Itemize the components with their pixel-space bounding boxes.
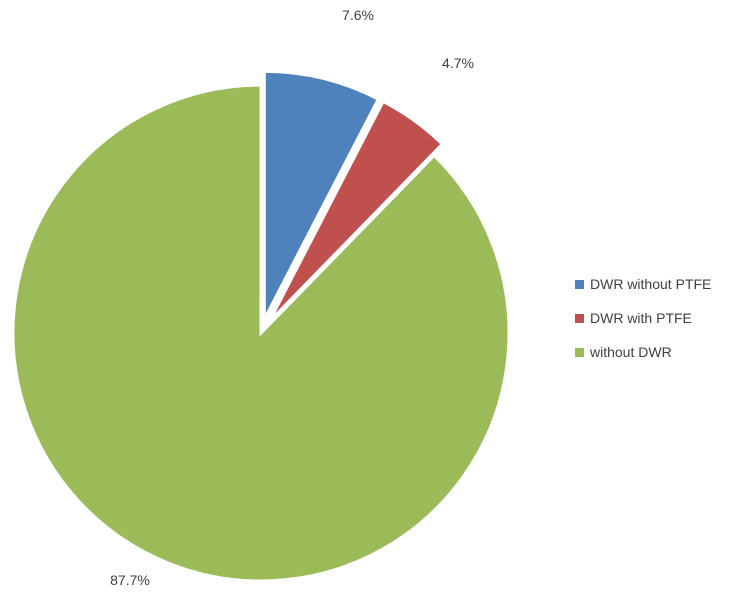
legend-swatch-dwr-without-ptfe bbox=[575, 279, 584, 289]
data-labels: 7.6% 4.7% 87.7% bbox=[110, 7, 474, 588]
legend-swatch-without-dwr bbox=[575, 347, 584, 357]
legend-label-without-dwr: without DWR bbox=[590, 344, 672, 360]
data-label-dwr-with-ptfe: 4.7% bbox=[442, 55, 474, 71]
legend-label-dwr-with-ptfe: DWR with PTFE bbox=[590, 310, 692, 326]
slice-dwr-without-ptfe[interactable] bbox=[262, 69, 381, 321]
data-label-without-dwr: 87.7% bbox=[110, 572, 150, 588]
slice-dwr-with-ptfe[interactable] bbox=[267, 99, 445, 323]
legend: DWR without PTFE DWR with PTFE without D… bbox=[575, 275, 711, 377]
legend-swatch-dwr-with-ptfe bbox=[575, 313, 584, 323]
data-label-dwr-without-ptfe: 7.6% bbox=[342, 7, 374, 23]
pie-slices bbox=[11, 69, 511, 583]
legend-item-without-dwr[interactable]: without DWR bbox=[575, 343, 711, 361]
legend-label-dwr-without-ptfe: DWR without PTFE bbox=[590, 276, 712, 292]
slice-without-dwr[interactable] bbox=[11, 83, 511, 583]
legend-item-dwr-with-ptfe[interactable]: DWR with PTFE bbox=[575, 309, 711, 327]
legend-item-dwr-without-ptfe[interactable]: DWR without PTFE bbox=[575, 275, 711, 293]
